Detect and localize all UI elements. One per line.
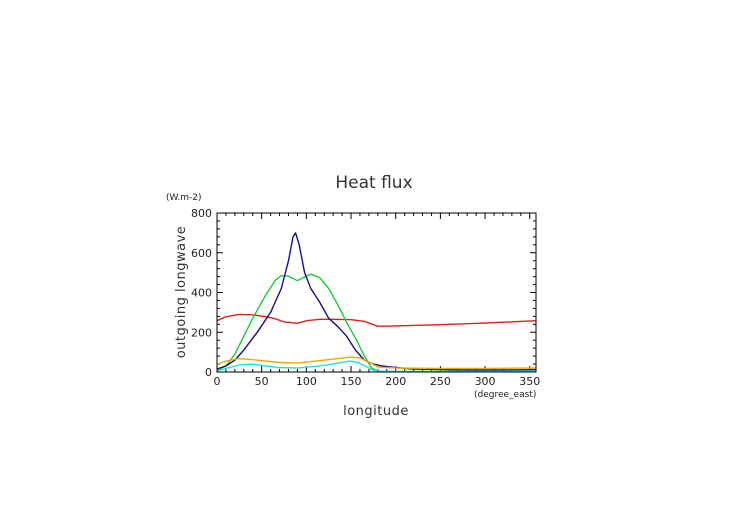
x-tick-label: 350 bbox=[519, 375, 540, 388]
series-line-1 bbox=[216, 313, 537, 327]
chart-title: Heat flux bbox=[335, 173, 412, 193]
series-line-5 bbox=[216, 360, 537, 373]
y-tick-label: 600 bbox=[191, 247, 212, 260]
x-tick-label: 300 bbox=[475, 375, 496, 388]
plot-frame bbox=[216, 212, 537, 373]
axis-ticks: 0 50 100 150 200 250 300 350 0 200 400 600 800 bbox=[191, 207, 540, 388]
x-tick-label: 0 bbox=[214, 375, 221, 388]
series-line-4 bbox=[216, 356, 537, 370]
y-axis-label: outgoing longwave bbox=[174, 226, 189, 359]
x-tick-label: 200 bbox=[385, 375, 406, 388]
x-axis-label: longitude bbox=[343, 404, 409, 419]
y-tick-label: 200 bbox=[191, 326, 212, 339]
x-tick-label: 150 bbox=[341, 375, 362, 388]
series-line-3 bbox=[216, 232, 537, 371]
x-tick-label: 50 bbox=[255, 375, 269, 388]
y-tick-label: 0 bbox=[205, 366, 212, 379]
x-unit-label: (degree_east) bbox=[474, 390, 536, 400]
y-tick-label: 400 bbox=[191, 287, 212, 300]
x-tick-label: 250 bbox=[430, 375, 451, 388]
x-tick-label: 100 bbox=[296, 375, 317, 388]
y-unit-label: (W.m-2) bbox=[166, 193, 202, 203]
series-lines bbox=[216, 232, 537, 373]
y-tick-label: 800 bbox=[191, 207, 212, 220]
